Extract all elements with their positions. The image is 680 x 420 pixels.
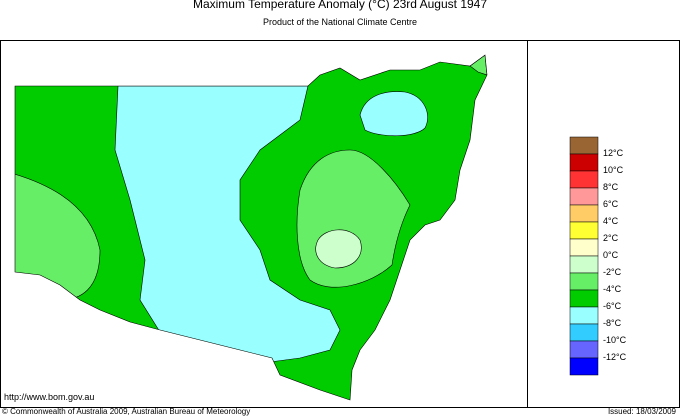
title: Maximum Temperature Anomaly (°C) 23rd Au… bbox=[193, 0, 487, 11]
legend-swatch bbox=[569, 136, 599, 155]
legend-label: -8°C bbox=[603, 318, 622, 328]
legend-label: 0°C bbox=[603, 250, 619, 260]
legend-label: -2°C bbox=[603, 267, 622, 277]
legend-swatch bbox=[569, 357, 599, 376]
legend-label: 10°C bbox=[603, 165, 624, 175]
legend-swatch bbox=[569, 221, 599, 240]
legend-label: -12°C bbox=[603, 352, 627, 362]
legend-swatch bbox=[569, 204, 599, 223]
legend-swatch bbox=[569, 153, 599, 172]
subtitle: Product of the National Climate Centre bbox=[263, 17, 417, 27]
url: http://www.bom.gov.au bbox=[4, 392, 94, 402]
legend-swatch bbox=[569, 187, 599, 206]
legend: 12°C 10°C 8°C 6°C 4°C 2°C 0°C -2°C -4°C -6°C -8°C -… bbox=[569, 136, 627, 376]
legend-swatch bbox=[569, 272, 599, 291]
map bbox=[14, 54, 488, 401]
legend-label: -4°C bbox=[603, 284, 622, 294]
issued: Issued: 18/03/2009 bbox=[608, 407, 677, 416]
legend-label: -10°C bbox=[603, 335, 627, 345]
legend-label: 8°C bbox=[603, 182, 619, 192]
legend-swatch bbox=[569, 170, 599, 189]
legend-swatch bbox=[569, 323, 599, 342]
legend-label: 6°C bbox=[603, 199, 619, 209]
legend-label: -6°C bbox=[603, 301, 622, 311]
legend-swatch bbox=[569, 306, 599, 325]
legend-swatch bbox=[569, 255, 599, 274]
legend-swatch bbox=[569, 289, 599, 308]
copyright: © Commonwealth of Australia 2009, Austra… bbox=[2, 407, 250, 416]
legend-label: 4°C bbox=[603, 216, 619, 226]
legend-label: 12°C bbox=[603, 148, 624, 158]
legend-label: 2°C bbox=[603, 233, 619, 243]
legend-swatch bbox=[569, 340, 599, 359]
legend-swatch bbox=[569, 238, 599, 257]
